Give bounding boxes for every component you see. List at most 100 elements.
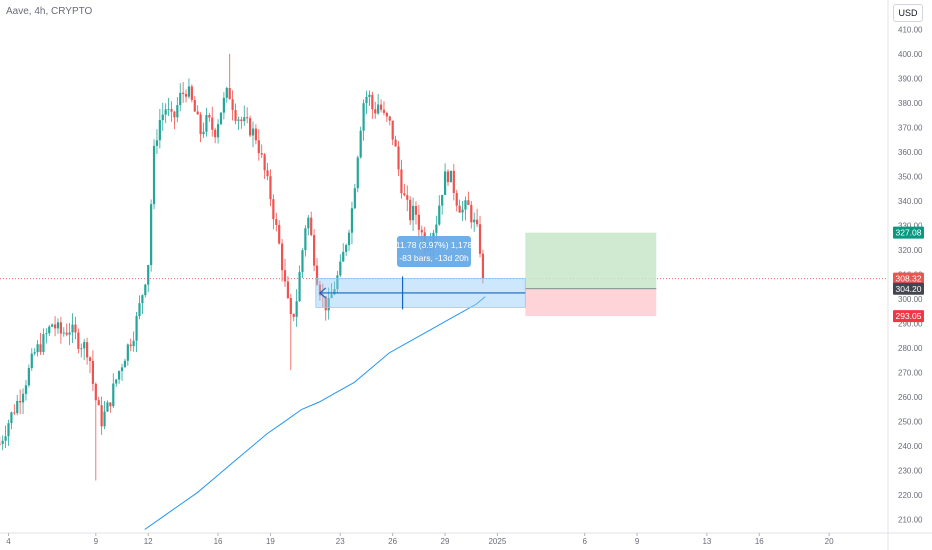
- price-tick-label: 390.00: [898, 74, 923, 83]
- price-tick-label: 220.00: [898, 491, 923, 500]
- candle-body: [225, 87, 228, 98]
- candle-body: [260, 153, 263, 155]
- time-tick-label: 20: [825, 537, 834, 546]
- time-axis[interactable]: 4 9 12 16 19 23 26 29 2025 6 9 13 16 20: [6, 533, 834, 546]
- candle-body: [42, 334, 45, 353]
- candle-body: [158, 120, 161, 141]
- time-tick-label: 16: [214, 537, 223, 546]
- price-tick-label: 410.00: [898, 25, 923, 34]
- candle-body: [65, 332, 68, 335]
- price-tick-label: 370.00: [898, 123, 923, 132]
- target-price-badge-text: 327.08: [896, 228, 922, 238]
- candle-body: [470, 204, 473, 223]
- candle-body: [13, 412, 16, 414]
- time-tick-label: 12: [144, 537, 153, 546]
- candle-body: [248, 118, 252, 136]
- candle-body: [275, 219, 278, 225]
- candle-body: [19, 401, 22, 403]
- price-tick-label: 360.00: [898, 148, 923, 157]
- candle-body: [144, 284, 147, 296]
- measure-tooltip: [397, 236, 471, 267]
- candle-body: [374, 109, 377, 114]
- last-price-badge-text: 308.32: [896, 274, 922, 284]
- candle-body: [59, 322, 62, 334]
- time-tick-label: 4: [6, 537, 11, 546]
- candle-body: [24, 385, 28, 394]
- candle-body: [91, 360, 95, 384]
- price-tick-label: 260.00: [898, 393, 923, 402]
- candle-body: [167, 109, 170, 110]
- candle-body: [94, 383, 97, 401]
- candle-body: [184, 94, 188, 97]
- currency-button[interactable]: USD: [893, 4, 923, 22]
- candle-body: [266, 170, 269, 177]
- candle-body: [365, 96, 368, 104]
- candle-body: [397, 146, 400, 170]
- candle-body: [452, 170, 455, 193]
- candle-body: [7, 423, 10, 437]
- candle-body: [283, 270, 287, 282]
- candle-series: [0, 53, 485, 481]
- candle-body: [478, 224, 482, 254]
- candle-body: [152, 145, 156, 205]
- measure-tooltip-line1: 11.78 (3.97%) 1,178: [396, 240, 473, 250]
- time-tick-label: 19: [266, 537, 275, 546]
- candle-body: [388, 116, 391, 121]
- candle-body: [414, 205, 418, 215]
- position-tool[interactable]: [525, 232, 657, 317]
- candle-body: [455, 192, 458, 206]
- candle-body: [126, 344, 129, 361]
- candle-body: [170, 109, 173, 112]
- candle-body: [30, 353, 33, 369]
- candle-body: [298, 272, 301, 302]
- candle-body: [473, 219, 476, 223]
- candle-body: [182, 92, 185, 95]
- candle-body: [467, 200, 470, 205]
- candle-body: [461, 209, 464, 213]
- moving-average-line: [144, 296, 486, 530]
- candle-body: [103, 411, 106, 427]
- candle-body: [362, 103, 365, 131]
- candle-body: [150, 204, 153, 266]
- candle-body: [315, 265, 319, 285]
- candle-body: [115, 379, 118, 384]
- candle-body: [391, 120, 394, 140]
- time-tick-label: 29: [441, 537, 450, 546]
- candle-body: [377, 104, 380, 114]
- price-tick-label: 330.00: [898, 222, 923, 231]
- candle-body: [176, 105, 179, 118]
- candle-body: [304, 228, 307, 251]
- time-tick-label: 9: [635, 537, 640, 546]
- candle-body: [74, 324, 77, 333]
- candle-body: [339, 261, 342, 276]
- candle-body: [109, 402, 112, 407]
- stop-price-badge-text: 293.05: [896, 311, 922, 321]
- candle-body: [327, 297, 330, 311]
- candle-body: [379, 104, 383, 110]
- candle-body: [211, 117, 214, 130]
- candle-body: [446, 171, 450, 183]
- candle-body: [199, 114, 202, 135]
- candle-body: [359, 130, 362, 158]
- stop-loss-zone[interactable]: [525, 288, 657, 317]
- take-profit-zone[interactable]: [525, 232, 657, 289]
- time-tick-label: 16: [755, 537, 764, 546]
- candle-body: [411, 205, 415, 221]
- candle-body: [382, 109, 386, 113]
- measure-tool[interactable]: 11.78 (3.97%) 1,178 -83 bars, -13d 20h: [315, 236, 526, 310]
- measure-tooltip-line2: -83 bars, -13d 20h: [399, 253, 469, 263]
- candle-body: [353, 188, 356, 209]
- time-tick-label: 23: [336, 537, 345, 546]
- candle-body: [333, 289, 336, 295]
- candle-body: [135, 316, 138, 341]
- time-tick-label: 9: [94, 537, 99, 546]
- candle-body: [345, 245, 348, 252]
- candle-body: [313, 235, 316, 266]
- candle-body: [80, 348, 83, 350]
- price-tick-label: 280.00: [898, 344, 923, 353]
- candle-body: [0, 443, 1, 445]
- candle-body: [51, 324, 54, 327]
- candle-body: [164, 109, 167, 115]
